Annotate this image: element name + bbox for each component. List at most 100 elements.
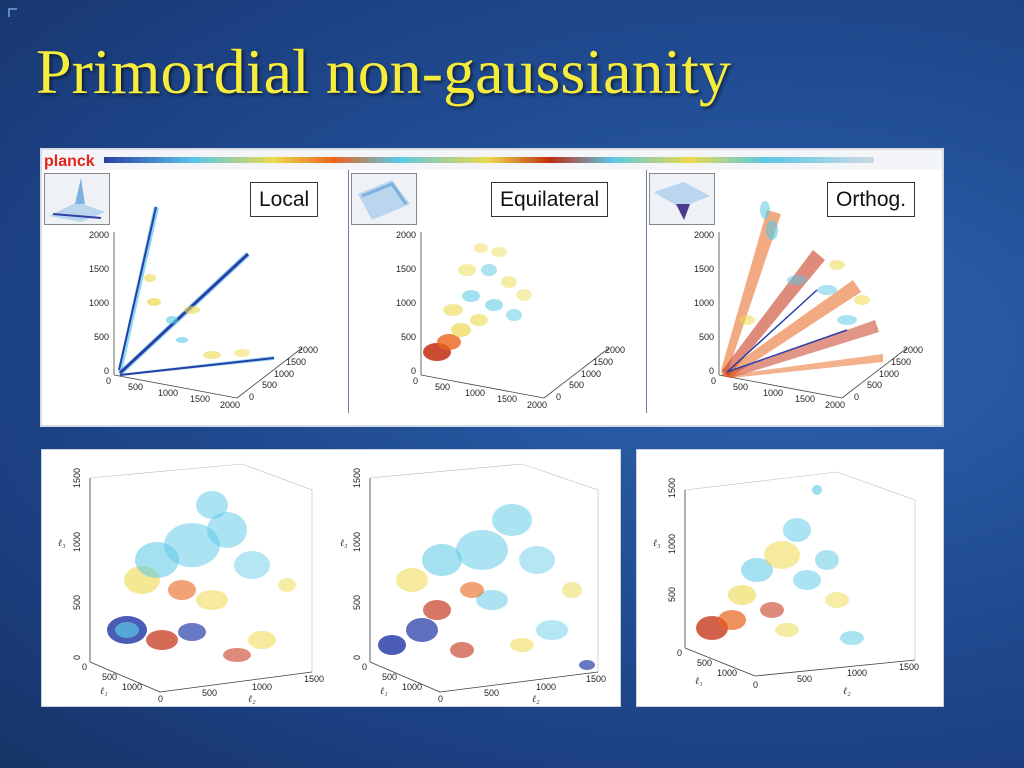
tick-label: 500: [94, 332, 109, 342]
tick-label: 0: [709, 366, 714, 376]
tick-label: 0: [352, 655, 362, 660]
tick-label: 1500: [352, 468, 362, 488]
tick-label: 1000: [763, 388, 783, 398]
tick-label: 1500: [586, 674, 606, 684]
tick-label: 500: [262, 380, 277, 390]
tick-label: 500: [733, 382, 748, 392]
axis-label-l3: ℓ₃: [340, 538, 348, 549]
equilateral-label: Equilateral: [491, 182, 609, 218]
tick-label: 0: [82, 662, 87, 672]
axis-label-l1: ℓ₁: [695, 676, 703, 687]
orthogonal-shape-thumbnail-icon: [649, 173, 715, 225]
tick-label: 1000: [879, 369, 899, 379]
tick-label: 0: [753, 680, 758, 690]
tick-label: 0: [362, 662, 367, 672]
tick-label: 1000: [465, 388, 485, 398]
tick-label: 500: [128, 382, 143, 392]
tick-label: 500: [401, 332, 416, 342]
tick-label: 500: [484, 688, 499, 698]
axis-label-l1: ℓ₁: [380, 686, 388, 697]
tick-label: 1500: [593, 357, 613, 367]
planck-logo: planck: [44, 153, 95, 170]
orthog-label: Orthog.: [827, 182, 916, 218]
tick-label: 500: [102, 672, 117, 682]
tick-label: 1500: [497, 394, 517, 404]
tick-label: 1000: [847, 668, 867, 678]
tick-label: 1500: [89, 264, 109, 274]
tick-label: 2000: [89, 230, 109, 240]
tick-label: 1000: [252, 682, 272, 692]
tick-label: 1500: [891, 357, 911, 367]
tick-label: 500: [352, 595, 362, 610]
tick-label: 1000: [274, 369, 294, 379]
equilateral-shape-thumbnail-icon: [351, 173, 417, 225]
tick-label: 1000: [694, 298, 714, 308]
tick-label: 0: [438, 694, 443, 704]
bispectrum-3d-plot-b: 1500 1000 500 0 ℓ₃ 0 500 1000 ℓ₁ 0 500 1…: [340, 463, 606, 705]
tick-label: 1000: [158, 388, 178, 398]
panel-separator: [646, 170, 647, 413]
tick-label: 1000: [396, 298, 416, 308]
tick-label: 0: [413, 376, 418, 386]
tick-label: 2000: [825, 400, 845, 410]
tick-label: 500: [797, 674, 812, 684]
tick-label: 2000: [694, 230, 714, 240]
axis-label-l1: ℓ₁: [100, 686, 108, 697]
bispectrum-templates-panel: planck 2000 1500 1000 500 0 0 500 1000 1…: [42, 150, 942, 425]
tick-label: 1000: [717, 668, 737, 678]
bispectrum-reconstruction-panel-right: 1500 1000 500 ℓ₃ 0 500 1000 ℓ₁ 0 500 100…: [637, 450, 943, 706]
tick-label: 1000: [72, 532, 82, 552]
tick-label: 0: [158, 694, 163, 704]
tick-label: 2000: [298, 345, 318, 355]
local-shape-plot: 2000 1500 1000 500 0 0 500 1000 1500 200…: [42, 170, 340, 413]
tick-label: 500: [867, 380, 882, 390]
tick-label: 1500: [286, 357, 306, 367]
slide-title: Primordial non-gaussianity: [36, 36, 732, 107]
tick-label: 0: [854, 392, 859, 402]
tick-label: 500: [72, 595, 82, 610]
tick-label: 1500: [899, 662, 919, 672]
axis-label-l2: ℓ₂: [843, 686, 851, 697]
tick-label: 0: [106, 376, 111, 386]
bispectrum-3d-plot-c: 1500 1000 500 ℓ₃ 0 500 1000 ℓ₁ 0 500 100…: [653, 471, 919, 697]
tick-label: 500: [699, 332, 714, 342]
panel-separator: [348, 170, 349, 413]
planck-header-strip: planck: [42, 150, 942, 170]
axis-label-l3: ℓ₃: [653, 538, 661, 549]
tick-label: 0: [677, 648, 682, 658]
tick-label: 1500: [396, 264, 416, 274]
tick-label: 1500: [304, 674, 324, 684]
tick-label: 1500: [667, 478, 677, 498]
tick-label: 500: [569, 380, 584, 390]
tick-label: 500: [435, 382, 450, 392]
tick-label: 1500: [795, 394, 815, 404]
tick-label: 1000: [89, 298, 109, 308]
tick-label: 1500: [694, 264, 714, 274]
local-bispectrum-figure: 2000 1500 1000 500 0 0 500 1000 1500 200…: [89, 206, 318, 410]
tick-label: 0: [556, 392, 561, 402]
axis-label-l3: ℓ₃: [58, 538, 66, 549]
local-shape-thumbnail-icon: [44, 173, 110, 225]
tick-label: 2000: [220, 400, 240, 410]
corner-bracket-icon: [8, 8, 17, 17]
tick-label: 500: [697, 658, 712, 668]
tick-label: 0: [411, 366, 416, 376]
tick-label: 1500: [72, 468, 82, 488]
bispectrum-reconstruction-panel: 1500 1000 500 0 ℓ₃ 0 500 1000 ℓ₁ 0 500 1…: [42, 450, 620, 706]
tick-label: 2000: [396, 230, 416, 240]
tick-label: 1000: [122, 682, 142, 692]
axis-label-l2: ℓ₂: [248, 694, 256, 705]
tick-label: 1500: [190, 394, 210, 404]
tick-label: 1000: [667, 534, 677, 554]
local-label: Local: [250, 182, 319, 218]
tick-label: 0: [711, 376, 716, 386]
tick-label: 1000: [536, 682, 556, 692]
orthogonal-bispectrum-figure: 2000 1500 1000 500 0 0 500 1000 1500 200…: [694, 201, 923, 410]
tick-label: 500: [202, 688, 217, 698]
tick-label: 2000: [903, 345, 923, 355]
axis-label-l2: ℓ₂: [532, 694, 540, 705]
tick-label: 0: [249, 392, 254, 402]
tick-label: 0: [104, 366, 109, 376]
tick-label: 500: [667, 587, 677, 602]
tick-label: 2000: [605, 345, 625, 355]
